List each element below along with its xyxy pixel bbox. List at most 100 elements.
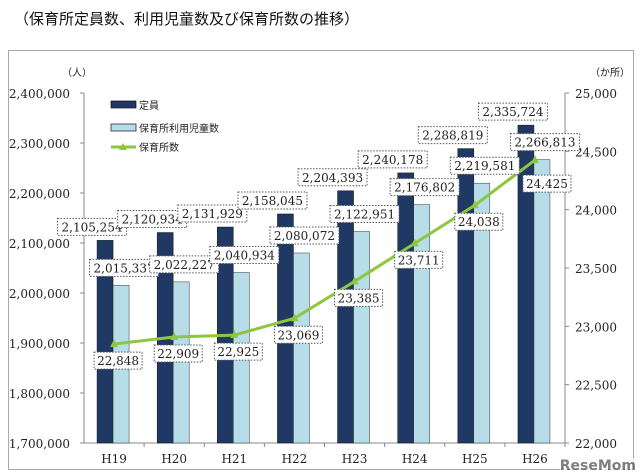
line-marker: [170, 331, 179, 340]
label-hoikusho: 23,385: [338, 291, 380, 305]
label-riyou-box: [449, 156, 520, 175]
label-hoikusho-box: [394, 250, 444, 269]
legend-label: 保育所数: [139, 141, 179, 154]
label-teiin: 2,105,254: [62, 220, 123, 234]
x-tick-label: H20: [161, 452, 187, 466]
label-riyou-box: [389, 178, 460, 197]
label-riyou-box: [209, 246, 280, 265]
line-marker: [470, 200, 479, 209]
legend-label: 保育所利用児童数: [139, 122, 219, 135]
label-teiin-box: [237, 191, 308, 210]
label-hoikusho-box: [213, 342, 263, 361]
x-tick-label: H21: [221, 452, 247, 466]
bar-teiin: [457, 148, 475, 444]
label-teiin: 2,204,393: [302, 171, 363, 185]
label-hoikusho: 23,069: [277, 328, 319, 342]
label-hoikusho-box: [454, 212, 504, 231]
right-tick-label: 24,000: [575, 204, 617, 218]
line-marker: [230, 330, 239, 339]
left-tick-label: 2,000,000: [9, 287, 70, 301]
left-tick-label: 1,800,000: [9, 387, 70, 401]
label-teiin-box: [417, 126, 488, 145]
right-tick-label: 25,000: [575, 87, 617, 101]
label-riyou: 2,015,337: [94, 261, 155, 275]
right-tick-label: 23,000: [575, 320, 617, 334]
left-axis-unit: （人）: [62, 67, 92, 79]
label-teiin: 2,120,934: [122, 213, 183, 227]
label-teiin-box: [57, 217, 128, 236]
right-tick-label: 22,500: [575, 379, 617, 393]
bar-riyou: [473, 182, 491, 444]
bar-teiin: [337, 190, 354, 444]
legend-swatch: [110, 100, 137, 109]
legend-label: 定員: [139, 99, 159, 112]
label-riyou-box: [89, 258, 160, 277]
label-riyou: 2,266,813: [514, 136, 575, 150]
label-teiin: 2,158,045: [242, 194, 303, 208]
line-hoikusho: [113, 158, 536, 346]
chart-frame: [8, 50, 634, 470]
line-marker: [350, 276, 359, 285]
left-tick-label: 1,700,000: [9, 437, 70, 451]
label-riyou-box: [329, 205, 400, 224]
right-axis-unit: （か所）: [590, 67, 630, 79]
line-marker: [110, 339, 119, 348]
left-tick-label: 2,100,000: [9, 237, 70, 251]
right-tick-label: 23,500: [575, 262, 617, 276]
label-hoikusho-box: [93, 351, 143, 370]
bar-teiin: [397, 172, 414, 444]
bar-riyou: [533, 159, 551, 444]
x-tick-label: H25: [462, 452, 488, 466]
label-hoikusho: 22,925: [217, 345, 259, 359]
left-tick-label: 2,400,000: [9, 87, 70, 101]
label-riyou: 2,080,072: [274, 229, 335, 243]
x-tick-label: H19: [101, 452, 127, 466]
x-tick-label: H22: [282, 452, 308, 466]
right-tick-label: 22,000: [575, 437, 617, 451]
label-hoikusho: 22,848: [97, 354, 139, 368]
label-teiin: 2,240,178: [362, 153, 423, 167]
label-teiin-box: [297, 168, 368, 187]
chart-title: （保育所定員数、利用児童数及び保育所数の推移）: [14, 10, 360, 28]
label-hoikusho: 24,038: [458, 215, 500, 229]
label-teiin-box: [117, 210, 188, 229]
line-marker: [530, 155, 539, 164]
label-hoikusho-box: [153, 344, 203, 363]
line-marker: [410, 238, 419, 247]
x-tick-label: H24: [402, 452, 428, 466]
label-hoikusho: 23,711: [398, 253, 440, 267]
label-hoikusho-box: [273, 325, 323, 344]
left-tick-label: 2,300,000: [9, 137, 70, 151]
legend-marker: [119, 143, 127, 150]
label-teiin: 2,288,819: [422, 129, 483, 143]
bar-riyou: [353, 231, 370, 444]
label-riyou-box: [269, 226, 340, 245]
label-riyou: 2,040,934: [214, 249, 275, 263]
label-teiin: 2,335,724: [482, 105, 543, 119]
x-tick-label: H23: [342, 452, 368, 466]
label-teiin: 2,131,929: [182, 207, 243, 221]
left-tick-label: 1,900,000: [9, 337, 70, 351]
label-hoikusho: 22,909: [157, 347, 199, 361]
label-hoikusho-box: [334, 288, 384, 307]
left-tick-label: 2,200,000: [9, 187, 70, 201]
label-riyou-box: [509, 133, 580, 152]
x-tick-label: H26: [522, 452, 548, 466]
watermark-logo: ReseMom: [559, 458, 636, 474]
label-riyou: 2,022,227: [154, 258, 215, 272]
bar-riyou: [293, 252, 310, 444]
label-teiin-box: [177, 204, 248, 223]
right-tick-label: 24,500: [575, 145, 617, 159]
label-riyou-box: [149, 255, 220, 274]
line-marker: [290, 313, 299, 322]
label-riyou: 2,219,581: [454, 159, 515, 173]
label-teiin-box: [477, 102, 548, 121]
bar-riyou: [172, 281, 190, 444]
label-hoikusho: 24,425: [526, 177, 568, 191]
label-hoikusho-box: [522, 174, 572, 193]
label-teiin-box: [357, 150, 428, 169]
legend-swatch: [110, 123, 137, 132]
label-riyou: 2,176,802: [394, 181, 455, 195]
